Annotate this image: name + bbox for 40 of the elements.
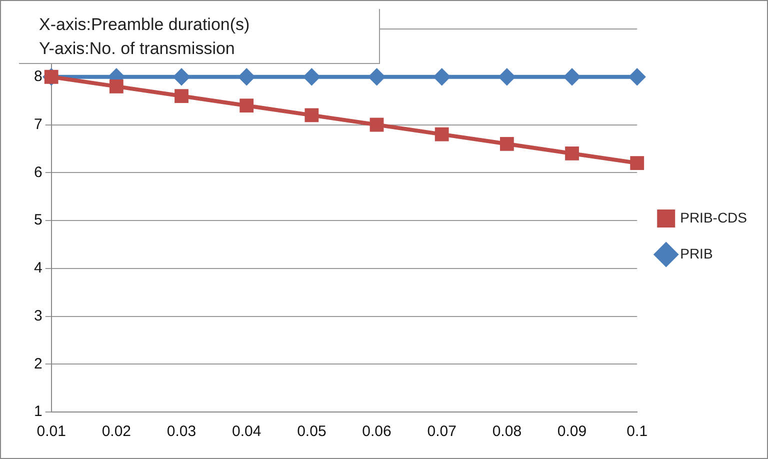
point bbox=[238, 68, 255, 85]
y-tick-label: 8 bbox=[34, 68, 42, 86]
point bbox=[565, 146, 579, 160]
point bbox=[564, 68, 580, 85]
x-tick-label: 0.06 bbox=[362, 423, 392, 440]
point bbox=[174, 68, 190, 85]
point bbox=[174, 89, 188, 103]
x-tick-label: 0.09 bbox=[557, 423, 587, 440]
y-tick-label: 3 bbox=[34, 307, 42, 324]
point bbox=[370, 118, 384, 132]
y-tick-label: 2 bbox=[34, 355, 42, 372]
y-tick-label: 5 bbox=[34, 212, 42, 229]
y-tick-label: 4 bbox=[34, 260, 42, 277]
point bbox=[109, 80, 124, 94]
annotation: Y-axis:No. of transmission bbox=[39, 38, 236, 60]
y-tick-label: 1 bbox=[34, 403, 42, 420]
point bbox=[630, 156, 644, 170]
x-tick-label: 0.02 bbox=[102, 423, 132, 440]
point bbox=[434, 127, 449, 142]
x-tick-label: 0.01 bbox=[36, 423, 66, 440]
x-tick-label: 0.1 bbox=[626, 423, 648, 440]
point bbox=[304, 108, 319, 122]
x-tick-label: 0.04 bbox=[232, 423, 262, 440]
y-tick-label: 7 bbox=[34, 116, 42, 133]
point bbox=[368, 68, 385, 85]
x-tick-label: 0.05 bbox=[297, 423, 326, 440]
point bbox=[434, 68, 450, 85]
point bbox=[240, 98, 254, 113]
x-tick-label: 0.07 bbox=[427, 423, 456, 440]
legend-label: PRIB bbox=[680, 245, 713, 262]
x-tick-label: 0.08 bbox=[492, 423, 522, 440]
y-tick-label: 6 bbox=[34, 164, 42, 181]
legend-label: PRIB-CDS bbox=[680, 209, 748, 226]
point bbox=[629, 68, 646, 85]
annotation: X-axis:Preamble duration(s) bbox=[39, 14, 251, 36]
point bbox=[500, 136, 514, 151]
point bbox=[304, 68, 320, 85]
note-box: X-axis:Preamble duration(s) Y-axis:No. of transmission bbox=[19, 9, 380, 64]
point bbox=[498, 68, 515, 85]
x-tick-label: 0.03 bbox=[166, 423, 196, 440]
